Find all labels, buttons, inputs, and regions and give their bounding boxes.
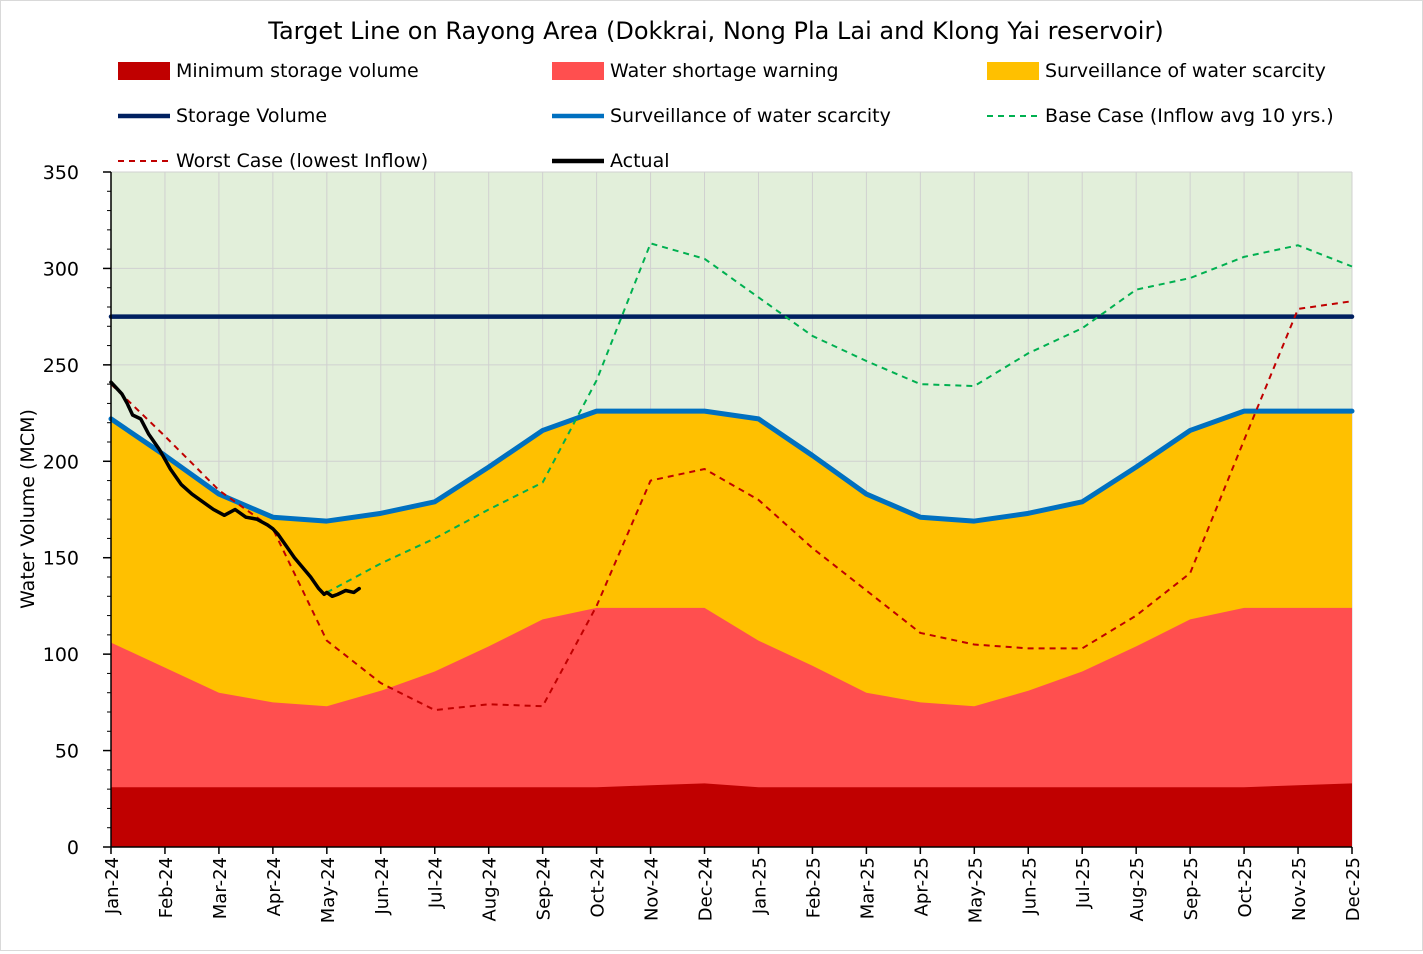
legend-label-6: Worst Case (lowest Inflow) xyxy=(176,150,428,172)
legend-label-5: Base Case (Inflow avg 10 yrs.) xyxy=(1045,105,1334,127)
series-line-3 xyxy=(110,300,1353,712)
x-tick-label-0: Jan-24 xyxy=(102,857,123,915)
x-tick-label-16: May-25 xyxy=(965,857,986,923)
legend-label-4: Surveillance of water scarcity xyxy=(610,105,891,127)
x-tick-label-3: Apr-24 xyxy=(264,857,285,916)
x-tick-label-14: Mar-25 xyxy=(857,857,878,919)
legend-label-3: Storage Volume xyxy=(176,105,327,127)
x-tick-label-21: Oct-25 xyxy=(1235,857,1256,918)
legend-swatch-1 xyxy=(552,62,604,80)
y-tick-label-100: 100 xyxy=(43,644,79,666)
legend: Minimum storage volume Water shortage war… xyxy=(118,60,1334,172)
y-tick-label-50: 50 xyxy=(55,741,79,763)
area-2 xyxy=(111,783,1352,847)
legend-label-0: Minimum storage volume xyxy=(176,60,419,82)
x-tick-label-11: Dec-24 xyxy=(696,857,717,921)
legend-label-1: Water shortage warning xyxy=(610,60,839,82)
y-tick-label-350: 350 xyxy=(43,162,79,184)
x-tick-label-5: Jun-24 xyxy=(372,857,393,916)
x-tick-label-2: Mar-24 xyxy=(210,857,231,919)
line-series xyxy=(108,242,1355,712)
series-line-2 xyxy=(326,242,1353,594)
series-line-4 xyxy=(109,380,361,599)
x-tick-label-17: Jun-25 xyxy=(1019,857,1040,916)
legend-label-7: Actual xyxy=(610,150,670,172)
chart-title: Target Line on Rayong Area (Dokkrai, Non… xyxy=(267,17,1163,45)
y-tick-label-200: 200 xyxy=(43,451,79,473)
x-tick-label-18: Jul-25 xyxy=(1073,857,1094,909)
area-layers xyxy=(111,411,1352,847)
x-tick-label-12: Jan-25 xyxy=(749,857,770,915)
y-tick-label-300: 300 xyxy=(43,258,79,280)
x-tick-label-19: Aug-25 xyxy=(1127,857,1148,922)
axes: 0 50 100 150 200 250 300 350 Jan-24 Feb-24 Mar-24 A… xyxy=(43,162,1364,923)
x-tick-label-13: Feb-25 xyxy=(803,857,824,918)
x-tick-label-8: Sep-24 xyxy=(534,857,555,920)
y-axis-label: Water Volume (MCM) xyxy=(17,409,39,609)
x-tick-label-22: Nov-25 xyxy=(1289,857,1310,921)
x-tick-label-7: Aug-24 xyxy=(480,857,501,922)
legend-swatch-0 xyxy=(118,62,170,80)
x-tick-label-15: Apr-25 xyxy=(911,857,932,916)
x-tick-label-20: Sep-25 xyxy=(1181,857,1202,920)
legend-swatch-2 xyxy=(987,62,1039,80)
y-tick-label-0: 0 xyxy=(67,837,79,859)
legend-label-2: Surveillance of water scarcity xyxy=(1045,60,1326,82)
series-line-1 xyxy=(108,408,1355,524)
x-tick-label-23: Dec-25 xyxy=(1343,857,1364,921)
x-tick-label-9: Oct-24 xyxy=(588,857,609,918)
x-tick-label-6: Jul-24 xyxy=(426,857,447,909)
y-tick-label-250: 250 xyxy=(43,355,79,377)
y-tick-label-150: 150 xyxy=(43,548,79,570)
x-tick-label-1: Feb-24 xyxy=(156,857,177,918)
x-tick-label-10: Nov-24 xyxy=(642,857,663,921)
x-tick-label-4: May-24 xyxy=(318,857,339,923)
